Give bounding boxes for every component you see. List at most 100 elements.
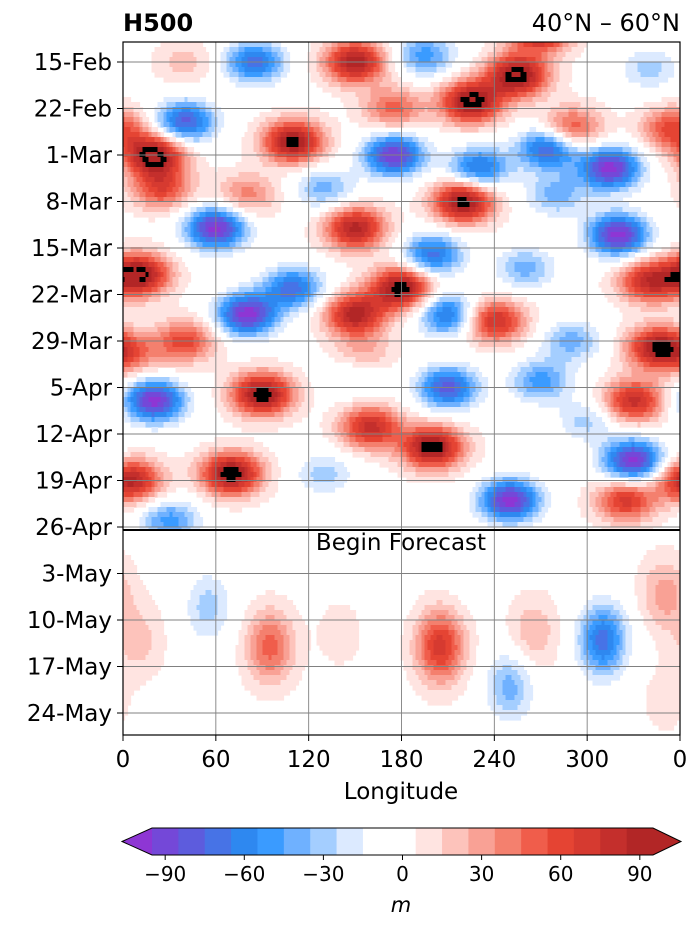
contour-cell	[340, 247, 372, 253]
contour-cell	[493, 197, 498, 203]
contour-cell	[487, 487, 495, 493]
contour-cell	[328, 407, 345, 413]
contour-cell	[271, 402, 279, 408]
contour-cell	[253, 402, 273, 408]
contour-cell	[415, 52, 435, 58]
contour-cell	[229, 297, 237, 303]
contour-cell	[439, 387, 456, 393]
contour-cell	[481, 337, 495, 343]
contour-cell	[595, 382, 606, 388]
contour-cell	[616, 615, 624, 621]
contour-cell	[178, 157, 183, 163]
contour-cell	[123, 580, 129, 586]
contour-cell	[145, 482, 153, 488]
contour-cell	[619, 655, 624, 661]
contour-cell	[217, 610, 228, 616]
contour-cell	[598, 257, 621, 263]
contour-cell	[361, 147, 366, 153]
contour-cell	[238, 332, 258, 338]
contour-cell	[496, 257, 510, 263]
contour-cell	[625, 337, 633, 343]
contour-cell	[277, 147, 282, 153]
contour-cell	[145, 457, 159, 463]
contour-cell	[454, 102, 459, 108]
contour-cell	[436, 680, 447, 686]
contour-cell	[220, 477, 228, 483]
contour-cell	[133, 212, 171, 218]
contour-cell	[427, 252, 441, 258]
contour-cell	[418, 675, 429, 681]
contour-cell	[532, 492, 537, 498]
contour-cell	[133, 112, 141, 118]
contour-cell	[193, 192, 225, 198]
contour-cell	[499, 512, 522, 518]
contour-cell	[238, 367, 258, 373]
contour-cell	[526, 137, 537, 143]
contour-cell	[190, 222, 195, 228]
contour-cell	[259, 137, 264, 143]
contour-cell	[652, 635, 675, 641]
contour-cell	[220, 327, 225, 333]
contour-cell	[517, 47, 549, 53]
contour-cell	[277, 132, 282, 138]
contour-cell	[379, 337, 390, 343]
contour-cell	[646, 407, 654, 413]
contour-cell	[487, 52, 498, 58]
colorbar-segment	[442, 828, 469, 855]
contour-cell	[415, 635, 423, 641]
contour-cell	[145, 282, 150, 288]
contour-cell	[601, 620, 606, 626]
contour-cell	[442, 197, 450, 203]
contour-cell	[577, 147, 591, 153]
contour-cell	[412, 267, 417, 273]
contour-cell	[424, 297, 429, 303]
contour-cell	[412, 257, 417, 263]
contour-cell	[553, 142, 558, 148]
contour-cell	[526, 87, 534, 93]
contour-cell	[565, 332, 579, 338]
contour-cell	[457, 462, 468, 468]
contour-cell	[505, 382, 516, 388]
contour-cell	[619, 462, 627, 468]
contour-cell	[358, 222, 369, 228]
contour-cell	[457, 670, 465, 676]
contour-cell	[286, 157, 300, 163]
contour-cell	[123, 620, 147, 626]
contour-cell	[583, 232, 588, 238]
contour-cell	[298, 387, 306, 393]
contour-cell	[640, 117, 648, 123]
contour-cell	[673, 157, 678, 163]
contour-cell	[283, 382, 288, 388]
contour-cell	[631, 497, 642, 503]
contour-cell	[670, 372, 680, 378]
contour-cell	[244, 655, 252, 661]
contour-cell	[664, 487, 672, 493]
contour-cell	[529, 377, 552, 383]
contour-cell	[427, 367, 441, 373]
contour-cell	[253, 147, 261, 153]
contour-cell	[325, 147, 333, 153]
contour-cell	[535, 77, 540, 83]
contour-cell	[610, 407, 615, 413]
contour-cell	[595, 212, 606, 218]
contour-cell	[250, 277, 264, 283]
contour-cell	[619, 287, 627, 293]
contour-cell	[625, 640, 633, 646]
contour-cell	[406, 247, 411, 253]
contour-cell	[595, 232, 600, 238]
contour-cell	[130, 197, 141, 203]
contour-cell	[220, 472, 243, 478]
contour-cell	[130, 172, 135, 178]
contour-cell	[619, 442, 633, 448]
contour-cell	[499, 715, 522, 721]
contour-cell	[442, 447, 447, 453]
contour-cell	[385, 242, 393, 248]
contour-cell	[469, 342, 480, 348]
contour-cell	[217, 117, 225, 123]
contour-cell	[316, 197, 327, 203]
contour-cell	[193, 342, 201, 348]
contour-cell	[331, 182, 345, 188]
contour-cell	[502, 72, 507, 78]
contour-cell	[187, 222, 192, 228]
contour-cell	[286, 142, 300, 148]
